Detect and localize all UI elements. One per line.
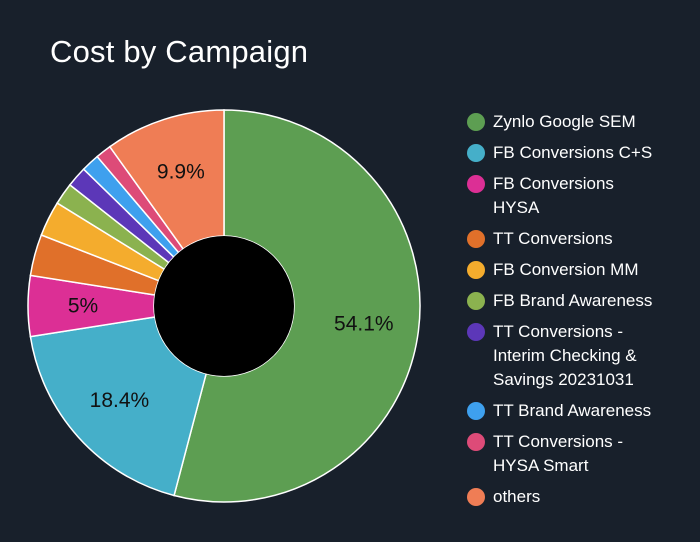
legend-item[interactable]: FB Brand Awareness bbox=[467, 289, 697, 313]
slice-data-label: 9.9% bbox=[157, 160, 205, 183]
legend-swatch-icon bbox=[467, 402, 485, 420]
slice-data-label: 54.1% bbox=[334, 313, 394, 336]
donut-chart: 54.1% 18.4% 5% 9.9% bbox=[27, 109, 421, 503]
legend-swatch-icon bbox=[467, 292, 485, 310]
legend-swatch-icon bbox=[467, 113, 485, 131]
legend-label: HYSA bbox=[493, 198, 540, 217]
donut-hole bbox=[154, 236, 294, 376]
legend-item[interactable]: FB Conversion MM bbox=[467, 258, 697, 282]
legend-label: FB Brand Awareness bbox=[493, 291, 653, 310]
legend-label: FB Conversion MM bbox=[493, 260, 639, 279]
legend-swatch-icon bbox=[467, 433, 485, 451]
legend-label: Savings 20231031 bbox=[493, 370, 634, 389]
slice-data-label: 5% bbox=[68, 295, 98, 318]
legend-label: TT Conversions bbox=[493, 229, 613, 248]
legend-item[interactable]: others bbox=[467, 485, 697, 509]
legend-item[interactable]: FB Conversions HYSA bbox=[467, 172, 697, 220]
legend-swatch-icon bbox=[467, 488, 485, 506]
legend-swatch-icon bbox=[467, 144, 485, 162]
legend-label: FB Conversions C+S bbox=[493, 143, 653, 162]
legend-item[interactable]: Zynlo Google SEM bbox=[467, 110, 697, 134]
legend-swatch-icon bbox=[467, 175, 485, 193]
chart-legend: Zynlo Google SEM FB Conversions C+S FB Con… bbox=[467, 110, 697, 516]
legend-label: Zynlo Google SEM bbox=[493, 112, 636, 131]
legend-label: FB Conversions bbox=[493, 174, 614, 193]
legend-label: TT Brand Awareness bbox=[493, 401, 652, 420]
legend-label: Interim Checking & bbox=[493, 346, 637, 365]
legend-label: HYSA Smart bbox=[493, 456, 589, 475]
legend-swatch-icon bbox=[467, 230, 485, 248]
legend-label: others bbox=[493, 487, 541, 506]
legend-item[interactable]: FB Conversions C+S bbox=[467, 141, 697, 165]
legend-label: TT Conversions - bbox=[493, 322, 624, 341]
chart-title: Cost by Campaign bbox=[50, 34, 309, 69]
slice-others[interactable] bbox=[108, 109, 225, 251]
legend-item[interactable]: TT Conversions bbox=[467, 227, 697, 251]
slice-data-label: 18.4% bbox=[90, 389, 150, 412]
legend-item[interactable]: TT Conversions - Interim Checking & Saving… bbox=[467, 320, 697, 392]
legend-label: TT Conversions - bbox=[493, 432, 624, 451]
legend-item[interactable]: TT Brand Awareness bbox=[467, 399, 697, 423]
legend-item[interactable]: TT Conversions - HYSA Smart bbox=[467, 430, 697, 478]
legend-swatch-icon bbox=[467, 323, 485, 341]
legend-swatch-icon bbox=[467, 261, 485, 279]
